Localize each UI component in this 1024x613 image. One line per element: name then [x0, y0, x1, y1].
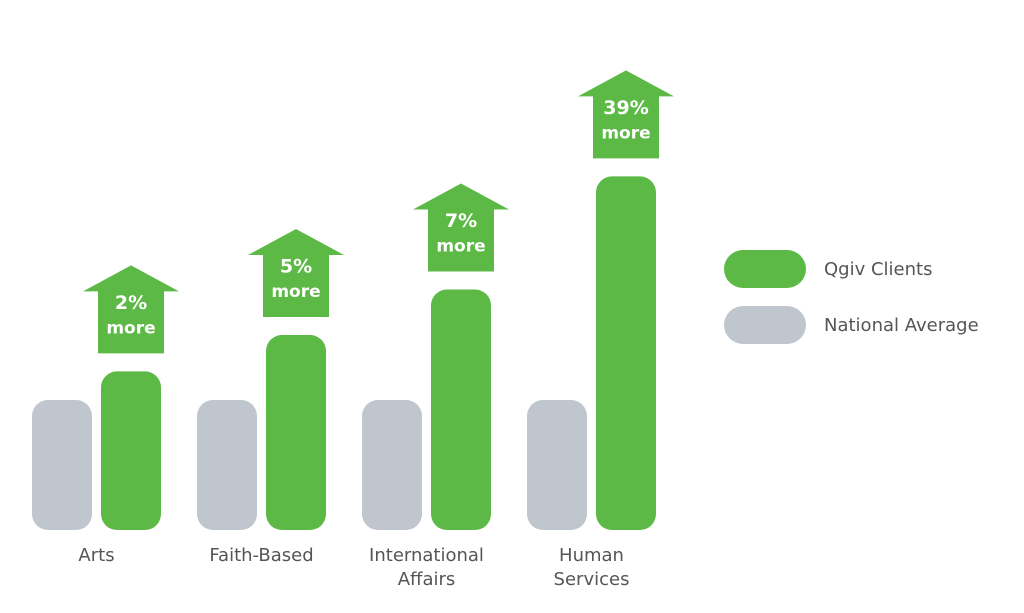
annotation-text: more [106, 318, 155, 338]
bar [596, 176, 656, 530]
bar [32, 400, 92, 530]
annotation-value: 7% [445, 210, 477, 232]
arrow [413, 183, 509, 272]
annotation-value: 39% [603, 97, 648, 119]
arrow [83, 265, 179, 354]
annotation-value: 5% [280, 256, 312, 278]
bar [362, 400, 422, 530]
bar [431, 289, 491, 530]
arrow-annotation: 39% more [578, 70, 674, 159]
arrow [578, 70, 674, 159]
legend-label: Qgiv Clients [824, 259, 932, 280]
arrow-annotation: 5% more [248, 229, 344, 317]
arrow-annotation: 7% more [413, 183, 509, 272]
legend-swatch [724, 306, 806, 344]
x-tick-label: Arts [78, 545, 115, 566]
arrow-annotation: 2% more [83, 265, 179, 354]
bar [527, 400, 587, 530]
annotation-text: more [601, 123, 650, 143]
x-tick-label: Human Services [553, 545, 630, 590]
x-tick-label: International Affairs [369, 545, 484, 590]
annotation-value: 2% [115, 292, 147, 314]
x-tick-label: Faith-Based [209, 545, 314, 566]
annotation-text: more [436, 237, 485, 257]
bar [266, 335, 326, 530]
legend-swatch [724, 250, 806, 288]
bar [197, 400, 257, 530]
annotation-text: more [271, 282, 320, 302]
legend-label: National Average [824, 315, 979, 336]
arrow [248, 229, 344, 317]
bar [101, 371, 161, 530]
